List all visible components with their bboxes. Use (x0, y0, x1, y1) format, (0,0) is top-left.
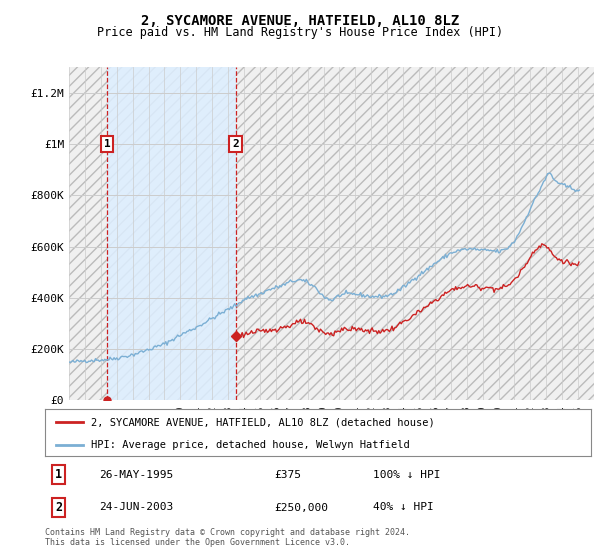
Text: 2: 2 (55, 501, 62, 514)
Bar (107, 67, 236, 400)
Text: 2, SYCAMORE AVENUE, HATFIELD, AL10 8LZ (detached house): 2, SYCAMORE AVENUE, HATFIELD, AL10 8LZ (… (91, 417, 435, 427)
Text: 1: 1 (104, 139, 110, 149)
Text: 26-MAY-1995: 26-MAY-1995 (100, 470, 174, 480)
Text: 1: 1 (55, 468, 62, 481)
Text: £375: £375 (274, 470, 301, 480)
Text: 2: 2 (232, 139, 239, 149)
Text: 40% ↓ HPI: 40% ↓ HPI (373, 502, 433, 512)
Text: 2, SYCAMORE AVENUE, HATFIELD, AL10 8LZ: 2, SYCAMORE AVENUE, HATFIELD, AL10 8LZ (141, 14, 459, 28)
Text: Contains HM Land Registry data © Crown copyright and database right 2024.
This d: Contains HM Land Registry data © Crown c… (45, 528, 410, 547)
Text: HPI: Average price, detached house, Welwyn Hatfield: HPI: Average price, detached house, Welw… (91, 440, 410, 450)
Text: 24-JUN-2003: 24-JUN-2003 (100, 502, 174, 512)
Text: £250,000: £250,000 (274, 502, 328, 512)
Text: Price paid vs. HM Land Registry's House Price Index (HPI): Price paid vs. HM Land Registry's House … (97, 26, 503, 39)
Text: 100% ↓ HPI: 100% ↓ HPI (373, 470, 440, 480)
